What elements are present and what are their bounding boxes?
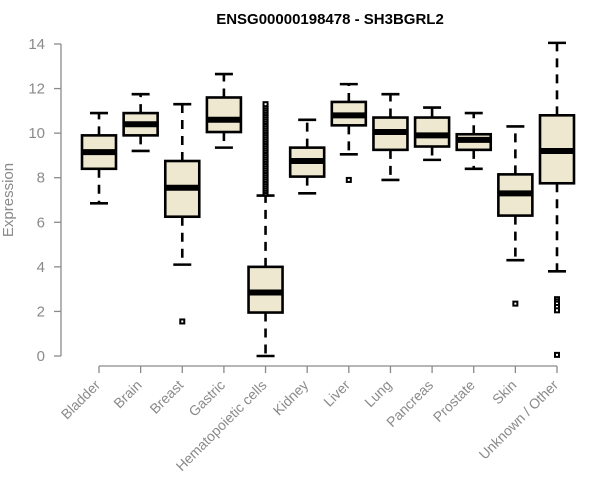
x-tick-label: Lung <box>361 377 394 410</box>
outlier-point <box>345 176 352 183</box>
chart-title: ENSG00000198478 - SH3BGRL2 <box>216 11 444 28</box>
box-group-unknown-other <box>538 41 576 358</box>
y-axis-label: Expression <box>0 163 17 237</box>
boxes <box>80 41 576 358</box>
box-group-gastric <box>205 72 243 149</box>
x-tick-label: Kidney <box>270 377 312 419</box>
outlier-point <box>179 318 186 325</box>
y-tick-label: 2 <box>37 303 45 320</box>
box-group-hematopoietic-cells <box>247 101 284 358</box>
y-axis: 0 2 4 6 8 10 12 14 <box>28 36 62 365</box>
box-group-lung <box>372 92 409 182</box>
y-tick-label: 4 <box>37 259 45 276</box>
box-group-pancreas <box>413 106 451 162</box>
box-group-brain <box>122 92 159 153</box>
box-group-bladder <box>80 111 118 205</box>
box-group-skin <box>497 125 534 307</box>
y-tick-label: 6 <box>37 214 45 231</box>
x-tick-label: Unknown / Other <box>476 377 562 463</box>
outlier-point <box>554 351 560 358</box>
outlier-point <box>512 300 519 307</box>
box-group-breast <box>163 102 201 325</box>
iqr-box <box>205 96 243 134</box>
outlier-point <box>554 307 560 314</box>
box-group-liver <box>330 82 368 183</box>
x-tick-label: Skin <box>489 377 520 408</box>
box-group-prostate <box>455 111 493 171</box>
x-tick-label: Prostate <box>430 377 478 425</box>
y-tick-label: 12 <box>28 81 45 98</box>
y-tick-label: 8 <box>37 170 45 187</box>
y-tick-label: 0 <box>37 348 45 365</box>
y-tick-label: 10 <box>28 125 45 142</box>
x-tick-label: Brain <box>110 377 144 411</box>
iqr-box <box>413 116 451 148</box>
box-group-kidney <box>288 118 326 195</box>
x-tick-label: Liver <box>320 377 353 410</box>
y-tick-label: 14 <box>28 36 45 53</box>
outlier-point <box>262 101 269 108</box>
x-tick-label: Bladder <box>58 377 104 423</box>
x-tick-label: Breast <box>146 377 186 417</box>
